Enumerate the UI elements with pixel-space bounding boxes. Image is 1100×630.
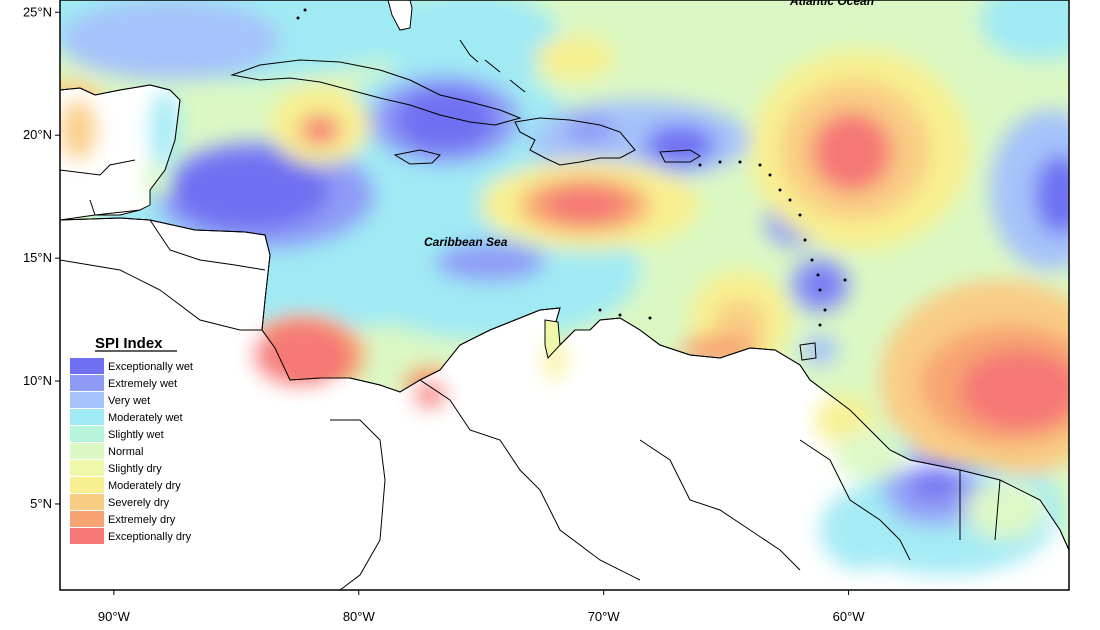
legend-swatch [70, 392, 104, 408]
legend-label: Normal [108, 446, 143, 458]
atlantic-ocean-label: Atlantic Ocean [789, 0, 874, 8]
legend-swatch [70, 460, 104, 476]
legend-items: Exceptionally wet Extremely wet Very wet Mo… [70, 358, 193, 544]
legend-label: Slightly wet [108, 429, 164, 441]
legend-swatch [70, 375, 104, 391]
x-tick-label: 90°W [98, 609, 131, 624]
y-axis-ticks: 25°N 20°N 15°N 10°N 5°N [23, 4, 60, 511]
legend-label: Extremely dry [108, 514, 176, 526]
legend-swatch [70, 511, 104, 527]
x-axis-ticks: 90°W 80°W 70°W 60°W [98, 590, 865, 624]
legend-title: SPI Index [95, 335, 163, 352]
y-tick-label: 5°N [30, 496, 52, 511]
small-islands [296, 8, 847, 327]
legend-label: Slightly dry [108, 463, 162, 475]
y-tick-label: 25°N [23, 4, 52, 19]
spi-field: Atlantic Ocean Caribbean Sea [60, 0, 1069, 590]
x-tick-label: 60°W [833, 609, 866, 624]
x-tick-label: 70°W [588, 609, 621, 624]
spi-legend: SPI Index Exceptionally wet Extremely wet… [70, 335, 193, 544]
legend-swatch [70, 443, 104, 459]
legend-label: Exceptionally wet [108, 361, 193, 373]
legend-label: Exceptionally dry [108, 531, 192, 543]
islands [230, 39, 817, 361]
legend-label: Severely dry [108, 497, 170, 509]
legend-label: Extremely wet [108, 378, 177, 390]
y-tick-label: 15°N [23, 250, 52, 265]
legend-swatch [70, 426, 104, 442]
y-tick-label: 20°N [23, 127, 52, 142]
legend-swatch [70, 528, 104, 544]
y-tick-label: 10°N [23, 373, 52, 388]
map-frame [59, 0, 1070, 591]
legend-label: Moderately wet [108, 412, 183, 424]
x-tick-label: 80°W [343, 609, 376, 624]
legend-swatch [70, 409, 104, 425]
legend-swatch [70, 358, 104, 374]
legend-label: Very wet [108, 395, 150, 407]
caribbean-sea-label: Caribbean Sea [424, 235, 508, 249]
legend-swatch [70, 494, 104, 510]
land-spi [60, 90, 1055, 575]
legend-swatch [70, 477, 104, 493]
legend-label: Moderately dry [108, 480, 181, 492]
